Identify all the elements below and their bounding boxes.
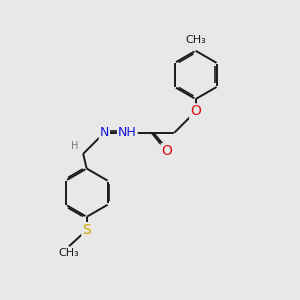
Text: O: O <box>190 104 201 118</box>
Text: CH₃: CH₃ <box>185 34 206 45</box>
Text: CH₃: CH₃ <box>59 248 80 258</box>
Text: H: H <box>71 141 79 151</box>
Text: S: S <box>82 223 91 237</box>
Text: O: O <box>162 144 172 158</box>
Text: N: N <box>100 126 109 139</box>
Text: NH: NH <box>118 126 137 139</box>
